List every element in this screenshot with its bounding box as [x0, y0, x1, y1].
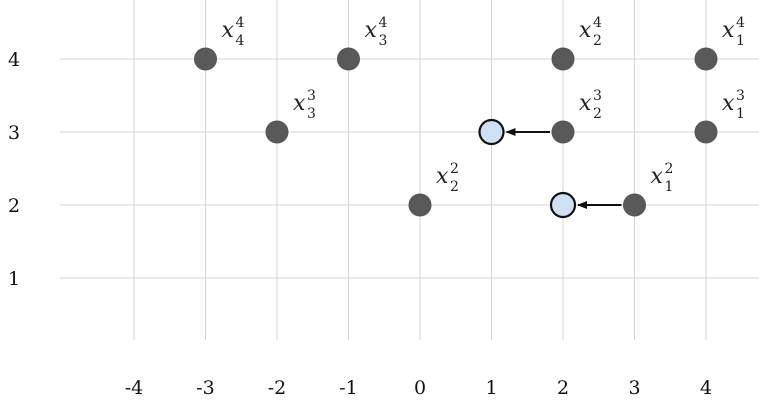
point-label-base: x — [579, 18, 592, 43]
x-tick-label: -4 — [125, 377, 144, 399]
y-tick-label: 4 — [8, 49, 20, 71]
point-label: x 4 3 — [365, 15, 388, 49]
point-label: x 4 2 — [579, 15, 602, 49]
x-tick-label: 4 — [700, 377, 712, 399]
points — [194, 47, 718, 219]
x-tick-label: -3 — [196, 377, 215, 399]
point-label-superscript: 4 — [379, 15, 388, 31]
point-label-superscript: 3 — [307, 88, 316, 104]
point-label-base: x — [651, 164, 664, 189]
point-label-base: x — [579, 91, 592, 116]
x-tick-label: 1 — [485, 377, 497, 399]
point-label-subscript: 2 — [593, 33, 602, 49]
y-tick-label: 2 — [8, 195, 20, 217]
point-label-subscript: 4 — [236, 33, 245, 49]
y-tick-label: 1 — [8, 268, 20, 290]
point-label-subscript: 1 — [736, 106, 745, 122]
point-label-base: x — [722, 91, 735, 116]
x-tick-label: 2 — [557, 377, 569, 399]
point-label-superscript: 4 — [236, 15, 245, 31]
data-point — [408, 193, 432, 217]
point-label-superscript: 3 — [736, 88, 745, 104]
point-label-superscript: 3 — [593, 88, 602, 104]
point-label: x 3 1 — [722, 88, 745, 122]
grid — [60, 0, 759, 340]
point-label-base: x — [293, 91, 306, 116]
point-label: x 3 3 — [293, 88, 316, 122]
data-point — [551, 47, 575, 71]
y-tick-label: 3 — [8, 122, 20, 144]
point-label-base: x — [365, 18, 378, 43]
tick-labels: -4 -3 -2 -1 0 1 2 3 4 1 2 3 4 — [8, 49, 712, 399]
point-label-base: x — [222, 18, 235, 43]
data-point — [694, 120, 718, 144]
point-label-subscript: 3 — [307, 106, 316, 122]
point-label-superscript: 2 — [450, 161, 459, 177]
x-tick-label: 0 — [414, 377, 426, 399]
point-label-subscript: 2 — [593, 106, 602, 122]
data-point — [194, 47, 217, 71]
arrows — [505, 128, 622, 209]
point-label: x 4 1 — [722, 15, 745, 49]
data-point — [551, 120, 575, 144]
data-point — [337, 47, 360, 71]
point-label-subscript: 1 — [665, 179, 674, 195]
point-label: x 4 4 — [222, 15, 245, 49]
point-label-superscript: 4 — [736, 15, 745, 31]
data-point — [694, 47, 718, 71]
point-label-base: x — [436, 164, 449, 189]
point-label-base: x — [722, 18, 735, 43]
x-tick-label: 3 — [628, 377, 640, 399]
point-labels: x 44 x 43 x 42 x 41x 33 x 32 x 31x 22 x 21 — [222, 15, 746, 195]
point-label: x 3 2 — [579, 88, 602, 122]
point-label-subscript: 1 — [736, 33, 745, 49]
x-tick-label: -2 — [268, 377, 287, 399]
point-label: x 2 2 — [436, 161, 459, 195]
shifted-point — [549, 191, 577, 219]
x-tick-label: -1 — [339, 377, 358, 399]
point-label-subscript: 2 — [450, 179, 459, 195]
point-label-subscript: 3 — [379, 33, 388, 49]
data-point — [265, 120, 289, 144]
shifted-point — [478, 118, 505, 146]
point-label-superscript: 4 — [593, 15, 602, 31]
data-point — [623, 193, 646, 217]
point-label-superscript: 2 — [665, 161, 674, 177]
point-label: x 2 1 — [651, 161, 674, 195]
